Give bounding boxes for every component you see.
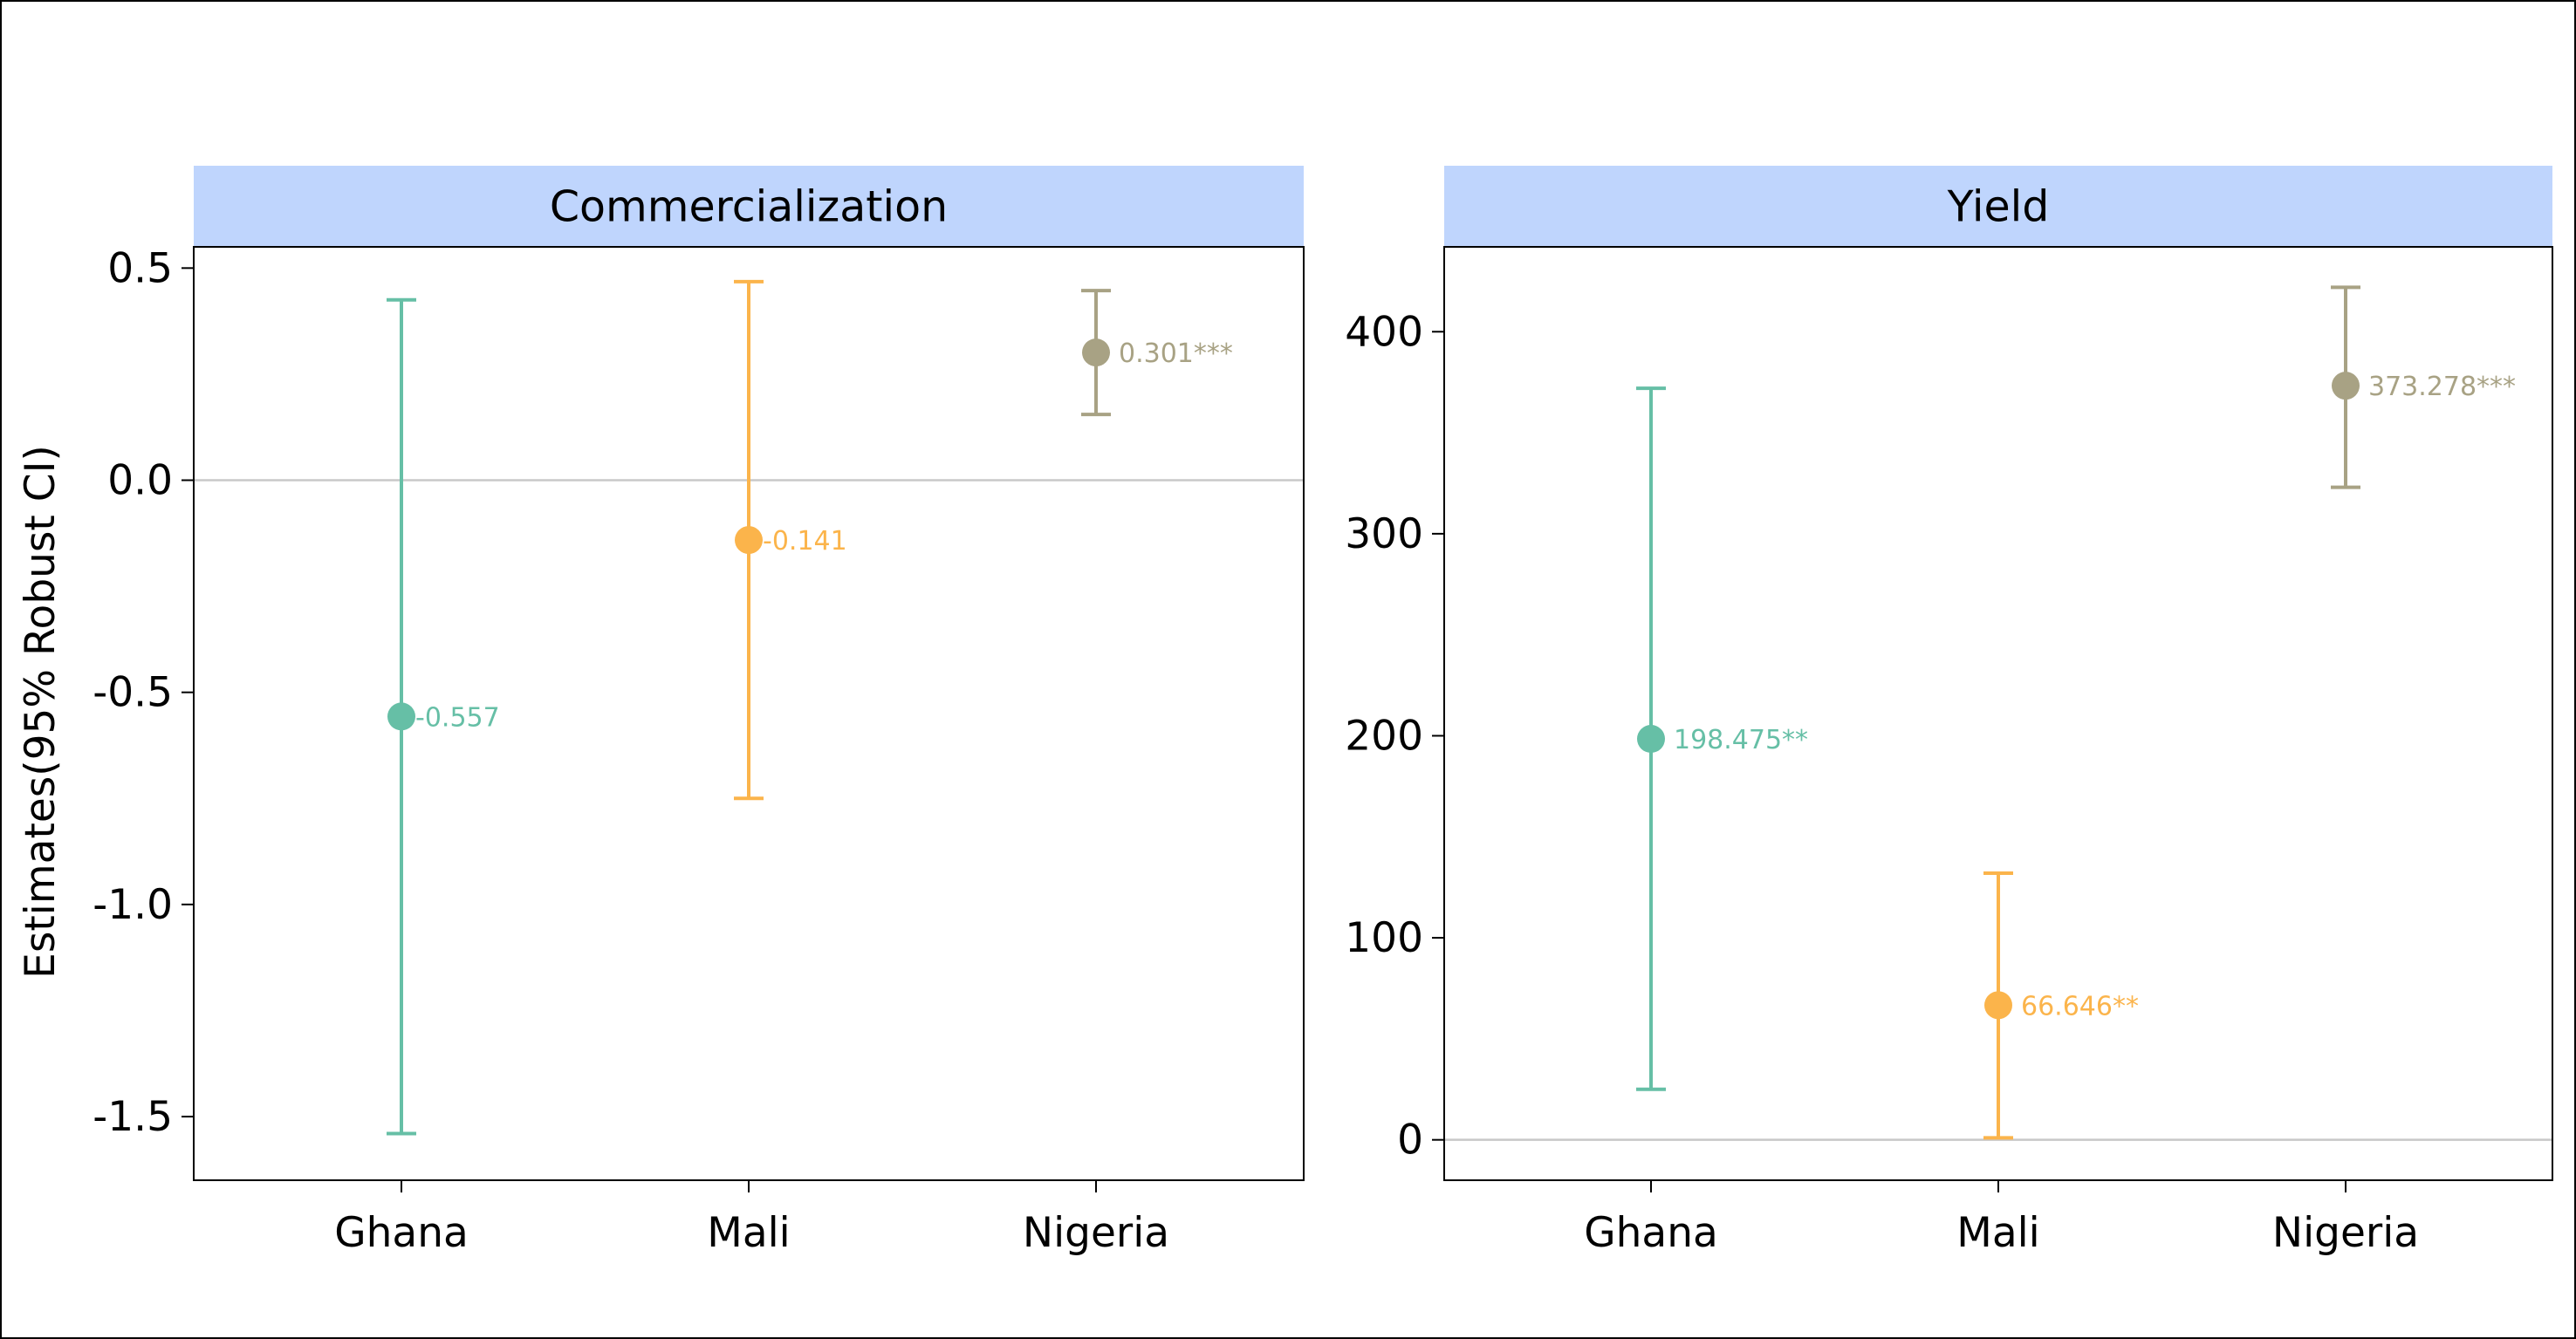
x-tick-label-yield-mali: Mali [1956, 1209, 2039, 1257]
point-label-commercialization-nigeria: 0.301*** [1119, 338, 1233, 369]
panel-frame-commercialization [193, 246, 1305, 1181]
point-commercialization-ghana [387, 702, 415, 731]
panel-strip-commercialization [194, 166, 1304, 247]
x-tick-label-commercialization-ghana: Ghana [334, 1209, 469, 1257]
point-yield-ghana [1637, 725, 1665, 754]
x-tick-label-yield-ghana: Ghana [1584, 1209, 1718, 1257]
point-yield-mali [1984, 991, 2012, 1020]
point-label-commercialization-mali: -0.141 [763, 526, 847, 557]
panel-commercialization: Commercialization 0.5 0.0 -0.5 -1.0 -1.5 Ghana… [92, 166, 1305, 1257]
y-tick-label-yield-1: 300 [1345, 510, 1423, 558]
panel-title-commercialization: Commercialization [550, 182, 948, 232]
x-tick-label-commercialization-nigeria: Nigeria [1023, 1209, 1169, 1257]
panel-strip-yield [1444, 166, 2552, 247]
y-tick-label-yield-0: 400 [1345, 308, 1423, 356]
x-tick-label-yield-nigeria: Nigeria [2272, 1209, 2419, 1257]
y-tick-label-commercialization-3: -1.0 [92, 881, 173, 929]
point-yield-nigeria [2332, 372, 2360, 400]
point-commercialization-mali [735, 526, 763, 555]
point-label-commercialization-ghana: -0.557 [415, 702, 500, 733]
y-tick-label-commercialization-4: -1.5 [92, 1093, 173, 1141]
y-tick-label-commercialization-1: 0.0 [107, 457, 173, 505]
y-tick-label-yield-4: 0 [1397, 1117, 1423, 1165]
point-label-yield-ghana: 198.475** [1674, 725, 1808, 755]
point-label-yield-mali: 66.646** [2021, 991, 2139, 1021]
x-tick-label-commercialization-mali: Mali [707, 1209, 790, 1257]
panel-title-yield: Yield [1947, 182, 2050, 232]
y-tick-label-yield-2: 200 [1345, 712, 1423, 760]
y-tick-label-yield-3: 100 [1345, 914, 1423, 962]
panel-yield: Yield 400 300 200 100 0 Ghana Mali Nigeria 198.47… [1345, 166, 2553, 1257]
point-commercialization-nigeria [1082, 338, 1110, 367]
y-tick-label-commercialization-2: -0.5 [92, 669, 173, 717]
point-label-yield-nigeria: 373.278*** [2368, 372, 2516, 402]
y-axis-label: Estimates(95% Robust CI) [17, 445, 65, 979]
panel-frame-yield [1443, 246, 2553, 1181]
y-tick-label-commercialization-0: 0.5 [107, 244, 173, 292]
